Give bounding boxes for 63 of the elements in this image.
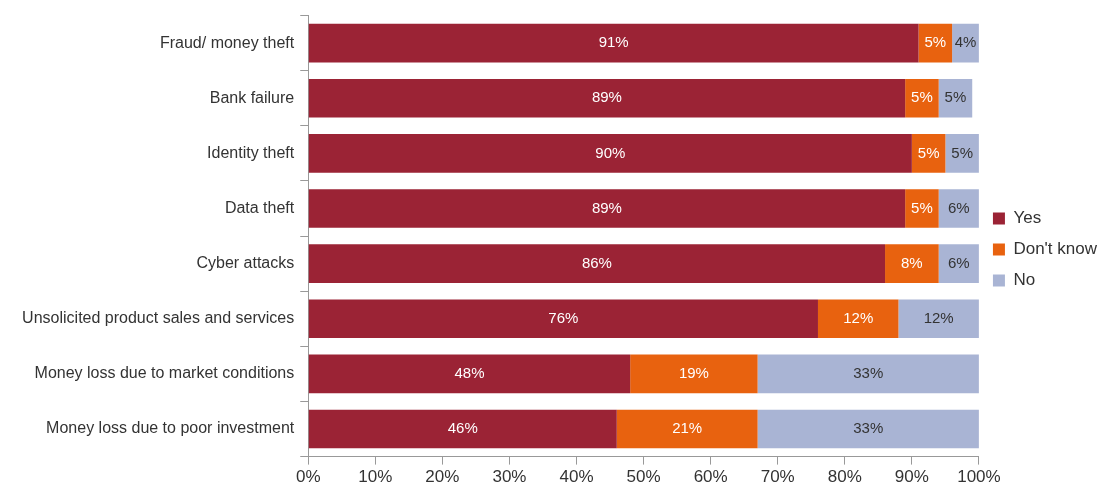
data-label: 76% <box>548 308 579 326</box>
y-tick-label: Bank failure <box>209 88 295 106</box>
data-label: 5% <box>924 33 947 51</box>
x-tick-label: 20% <box>425 467 460 487</box>
bar <box>308 244 886 283</box>
legend-label: No <box>1013 270 1036 290</box>
bar <box>630 354 758 394</box>
x-tick-label: 60% <box>693 467 728 487</box>
x-tick-label: 70% <box>760 467 795 487</box>
x-tick-label: 50% <box>626 467 661 487</box>
bar <box>308 134 912 173</box>
data-label: 6% <box>947 198 970 216</box>
x-tick-label: 10% <box>358 467 393 487</box>
x-tick-label: 0% <box>295 467 321 487</box>
y-tick-label: Money loss due to market conditions <box>34 364 295 382</box>
bar <box>308 409 617 449</box>
data-label: 21% <box>672 419 703 437</box>
bar <box>308 78 906 118</box>
y-tick-label: Fraud/ money theft <box>159 33 295 51</box>
data-label: 19% <box>678 364 709 382</box>
data-label: 5% <box>951 143 974 161</box>
data-label: 91% <box>598 33 629 51</box>
data-label: 89% <box>591 88 622 106</box>
legend-label: Don't know <box>1013 239 1098 259</box>
bar <box>757 354 979 394</box>
y-tick-label: Unsolicited product sales and services <box>22 309 295 327</box>
data-label: 12% <box>843 308 874 326</box>
bar <box>905 78 939 118</box>
bar <box>616 409 758 449</box>
data-label: 4% <box>954 33 977 51</box>
x-tick-label: 80% <box>827 467 862 487</box>
x-tick-label: 90% <box>894 467 929 487</box>
data-label: 89% <box>591 198 622 216</box>
bar <box>308 354 631 394</box>
y-tick-label: Money loss due to poor investment <box>46 419 295 437</box>
data-label: 5% <box>911 88 933 106</box>
data-label: 48% <box>454 364 485 382</box>
x-tick-label: 30% <box>492 467 527 487</box>
legend-label: Yes <box>1013 208 1042 228</box>
y-tick-label: Data theft <box>224 198 295 216</box>
x-tick-label: 40% <box>559 467 594 487</box>
bar <box>308 23 919 63</box>
bar <box>308 189 906 228</box>
data-label: 5% <box>911 198 933 216</box>
bar <box>898 299 979 339</box>
data-label: 5% <box>944 88 967 106</box>
x-tick-label: 100% <box>957 467 1001 487</box>
data-label: 33% <box>853 364 884 382</box>
bar <box>905 189 939 228</box>
bar <box>308 299 818 339</box>
bar <box>817 299 899 339</box>
data-label: 46% <box>447 419 478 437</box>
y-tick-label: Cyber attacks <box>196 254 295 272</box>
data-label: 6% <box>947 253 970 271</box>
data-label: 8% <box>901 253 923 271</box>
data-label: 5% <box>917 143 940 161</box>
data-label: 33% <box>853 419 884 437</box>
y-tick-label: Identity theft <box>207 143 295 161</box>
data-label: 12% <box>923 308 954 326</box>
bar <box>885 244 939 283</box>
data-label: 86% <box>581 253 612 271</box>
bar <box>757 409 979 449</box>
data-label: 90% <box>595 143 626 161</box>
